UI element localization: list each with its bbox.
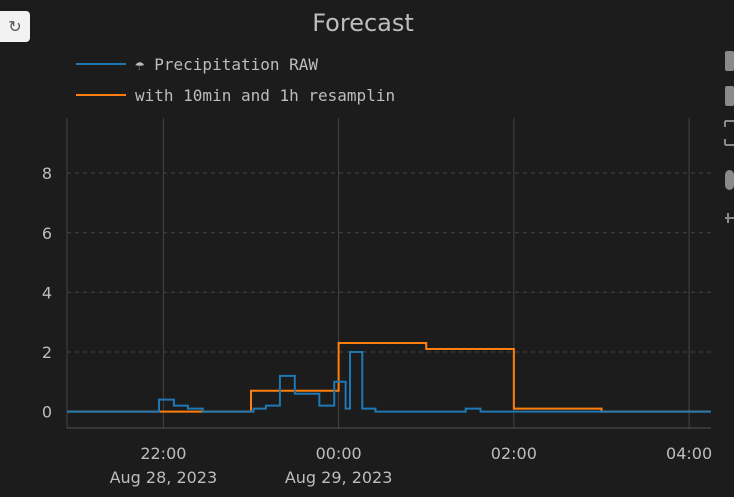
x-tick-label: 22:00 xyxy=(140,444,186,463)
grid xyxy=(67,118,711,428)
zoom-in-icon[interactable] xyxy=(725,51,734,71)
legend-label-resampled[interactable]: with 10min and 1h resamplin xyxy=(135,86,395,105)
autoscale-icon[interactable] xyxy=(724,120,734,146)
y-tick-label: 6 xyxy=(42,224,52,243)
legend: ☂ Precipitation RAW with 10min and 1h re… xyxy=(76,55,395,105)
x-tick-label: 04:00 xyxy=(666,444,712,463)
y-tick-label: 2 xyxy=(42,343,52,362)
y-tick-label: 4 xyxy=(42,283,52,302)
modebar xyxy=(724,51,734,223)
pan-icon[interactable] xyxy=(725,213,734,223)
x-tick-label: 00:00 xyxy=(316,444,362,463)
reset-axes-icon[interactable] xyxy=(725,170,734,190)
axes: 0 2 4 6 8 22:00 Aug 28, 2023 00:00 Aug 29, 2023 0… xyxy=(42,118,712,487)
legend-label-raw[interactable]: ☂ Precipitation RAW xyxy=(135,55,318,74)
reset-view-button[interactable]: ↻ xyxy=(0,11,30,42)
x-tick-label: 02:00 xyxy=(491,444,537,463)
x-tick-date-label: Aug 29, 2023 xyxy=(285,468,393,487)
zoom-out-icon[interactable] xyxy=(725,86,734,106)
plot-area[interactable] xyxy=(67,342,711,413)
x-tick-date-label: Aug 28, 2023 xyxy=(110,468,218,487)
y-tick-label: 0 xyxy=(42,403,52,422)
series-line-precipitation-raw[interactable] xyxy=(67,350,711,413)
series-line-resampled[interactable] xyxy=(67,342,711,413)
y-tick-label: 8 xyxy=(42,164,52,183)
chart-title: Forecast xyxy=(312,9,414,37)
